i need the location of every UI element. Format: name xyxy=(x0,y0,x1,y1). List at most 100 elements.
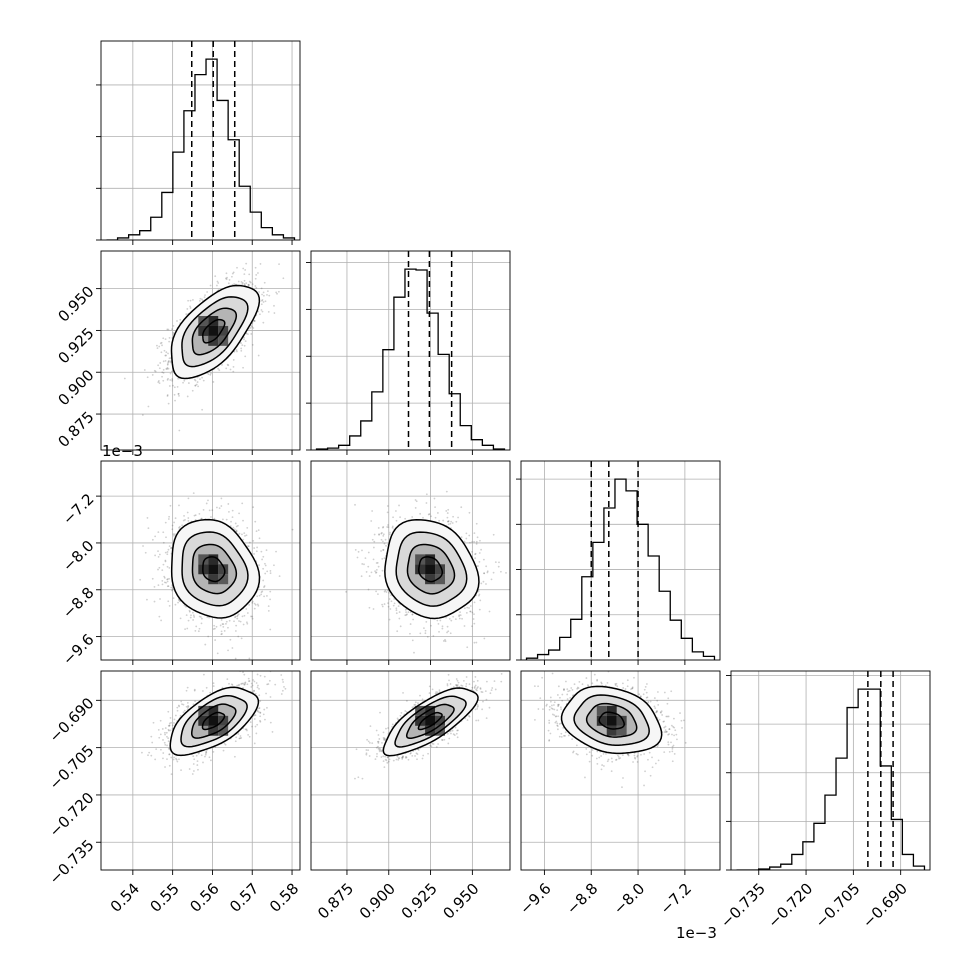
scatter-point xyxy=(395,758,398,761)
scatter-point xyxy=(168,577,171,580)
scatter-point xyxy=(171,524,174,527)
scatter-point xyxy=(365,571,368,573)
scatter-point xyxy=(438,630,440,633)
scatter-point xyxy=(207,499,209,502)
scatter-point xyxy=(167,548,170,551)
scatter-point xyxy=(410,752,412,754)
scatter-point xyxy=(406,613,408,616)
scatter-point xyxy=(158,382,161,385)
scatter-point xyxy=(368,606,371,609)
scatter-point xyxy=(168,515,170,518)
scatter-point xyxy=(263,281,266,284)
scatter-point xyxy=(558,735,561,738)
scatter-point xyxy=(192,703,195,706)
scatter-point xyxy=(218,369,221,372)
scatter-point xyxy=(458,615,460,618)
scatter-point xyxy=(239,735,242,737)
scatter-point xyxy=(395,519,398,522)
scatter-point xyxy=(451,729,454,732)
scatter-point xyxy=(241,502,244,505)
scatter-point xyxy=(560,708,562,710)
scatter-point xyxy=(220,497,223,500)
density-cell xyxy=(218,574,229,585)
scatter-point xyxy=(166,363,169,366)
scatter-point xyxy=(227,503,230,505)
scatter-point xyxy=(157,364,160,367)
scatter-point xyxy=(397,605,400,608)
scatter-point xyxy=(181,703,183,706)
scatter-point xyxy=(255,550,258,553)
scatter-point xyxy=(627,753,630,756)
scatter-point xyxy=(252,539,255,542)
scatter-point xyxy=(456,679,459,682)
scatter-point xyxy=(251,684,254,687)
panels-layer: 0.8750.9000.9250.950−9.6−8.8−8.0−7.2−0.7… xyxy=(46,40,931,932)
scatter-point xyxy=(185,689,188,692)
x-tick-label-p0-2: 0.56 xyxy=(186,880,222,916)
scatter-point xyxy=(446,732,449,735)
scatter-point xyxy=(643,753,646,755)
scatter-point xyxy=(237,524,239,527)
pair-content xyxy=(123,262,285,432)
scatter-point xyxy=(216,506,218,509)
scatter-point xyxy=(615,759,617,761)
scatter-point xyxy=(166,368,169,370)
scatter-point xyxy=(141,751,143,754)
scatter-point xyxy=(187,705,190,708)
scatter-point xyxy=(667,741,670,744)
scatter-point xyxy=(387,524,389,526)
scatter-point xyxy=(151,374,154,376)
scatter-point xyxy=(240,349,243,352)
scatter-point xyxy=(251,283,254,285)
scatter-point xyxy=(259,719,261,722)
scatter-point xyxy=(618,757,620,760)
scatter-point xyxy=(170,721,172,724)
panel-frame xyxy=(100,40,301,241)
scatter-point xyxy=(166,553,169,556)
scatter-point xyxy=(553,708,556,711)
scatter-point xyxy=(419,632,422,635)
scatter-point xyxy=(655,711,658,713)
scatter-point xyxy=(177,598,180,601)
scatter-point xyxy=(622,777,624,779)
scatter-point xyxy=(214,639,217,641)
scatter-point xyxy=(183,379,186,382)
scatter-point xyxy=(194,514,197,517)
scatter-point xyxy=(431,688,434,691)
scatter-point xyxy=(383,590,386,593)
scatter-point xyxy=(479,688,482,690)
scatter-point xyxy=(378,749,381,752)
scatter-point xyxy=(490,689,493,692)
scatter-point xyxy=(553,714,556,717)
scatter-point xyxy=(148,751,151,754)
pair-panel-1-0 xyxy=(100,250,301,451)
scatter-point xyxy=(164,521,167,524)
density-core xyxy=(198,705,229,736)
scatter-point xyxy=(370,520,373,522)
density-cell xyxy=(425,725,436,736)
scatter-point xyxy=(378,574,381,577)
scatter-point xyxy=(656,710,658,712)
scatter-point xyxy=(389,531,391,534)
scatter-point xyxy=(365,753,368,756)
scatter-point xyxy=(411,516,414,518)
scatter-point xyxy=(485,698,488,701)
scatter-point xyxy=(469,605,472,607)
scatter-point xyxy=(382,760,385,763)
scatter-point xyxy=(372,608,375,610)
scatter-point xyxy=(473,686,476,688)
scatter-point xyxy=(468,683,471,685)
scatter-point xyxy=(627,754,630,757)
scatter-point xyxy=(441,739,444,742)
scatter-point xyxy=(158,367,161,370)
scatter-point xyxy=(396,755,399,758)
scatter-point xyxy=(248,735,251,738)
scatter-point xyxy=(585,748,588,750)
scatter-point xyxy=(368,575,371,577)
scatter-point xyxy=(643,784,645,787)
scatter-point xyxy=(476,703,479,706)
scatter-point xyxy=(619,757,622,759)
scatter-point xyxy=(606,681,609,684)
scatter-point xyxy=(481,708,484,711)
